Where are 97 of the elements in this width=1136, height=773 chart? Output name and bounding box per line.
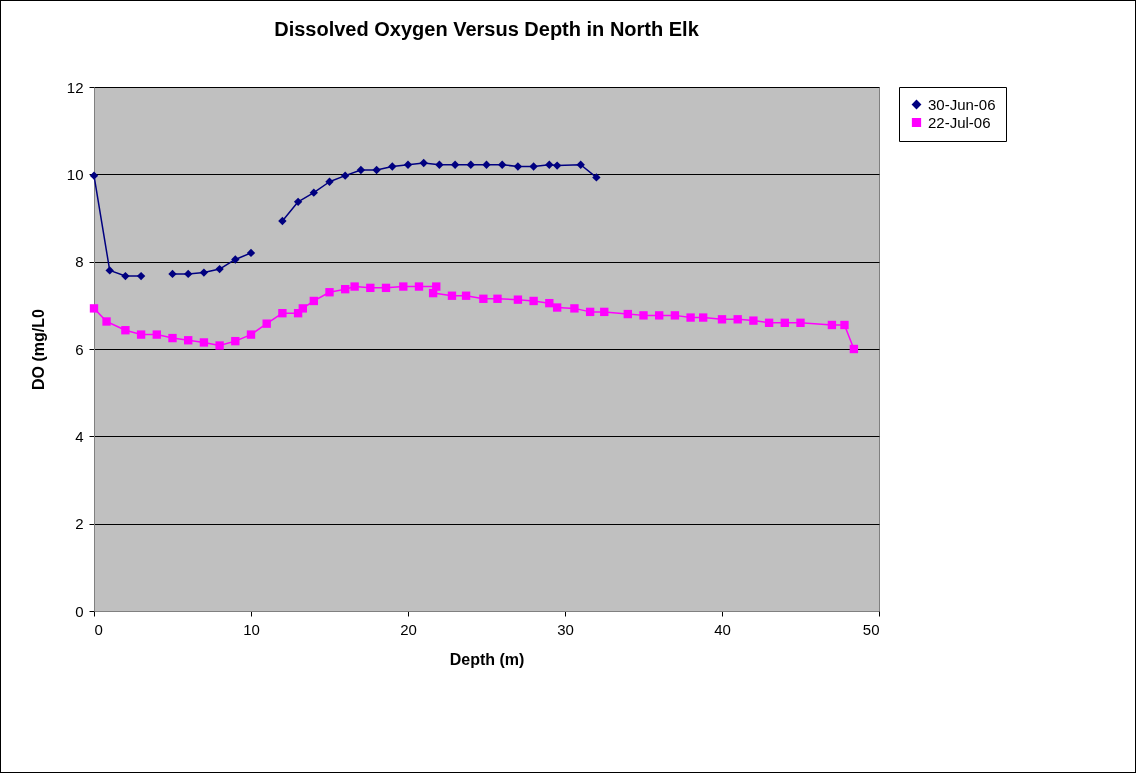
point: [529, 296, 538, 306]
point: [199, 338, 209, 347]
point: [419, 158, 428, 168]
point: [840, 320, 849, 330]
legend-label: 22-Jul-06: [928, 113, 991, 131]
point: [136, 330, 146, 339]
point: [231, 336, 240, 346]
point: [592, 173, 601, 182]
point: [428, 288, 438, 298]
point: [447, 291, 457, 300]
point: [184, 269, 193, 279]
point: [168, 333, 177, 343]
point: [576, 160, 585, 169]
point: [168, 269, 177, 279]
point: [733, 315, 742, 324]
point: [585, 307, 595, 317]
point: [246, 330, 256, 339]
point: [136, 271, 146, 281]
point: [184, 336, 193, 345]
point: [121, 271, 130, 281]
point: [278, 309, 287, 318]
point: [435, 160, 444, 169]
point: [545, 298, 554, 308]
x-tick-label: 40: [714, 620, 731, 638]
point: [152, 330, 161, 339]
point: [450, 160, 460, 169]
point: [479, 294, 488, 303]
point: [764, 318, 774, 327]
point: [570, 304, 579, 313]
point: [199, 268, 209, 277]
point: [600, 307, 609, 317]
point: [246, 248, 256, 258]
x-tick-label: 30: [557, 620, 574, 638]
point: [529, 162, 538, 171]
point: [655, 311, 664, 320]
point: [372, 165, 381, 175]
point: [262, 319, 271, 328]
point: [231, 255, 240, 264]
point: [309, 296, 318, 306]
x-tick-label: 20: [400, 620, 417, 638]
point: [350, 282, 359, 291]
y-tick-label: 2: [75, 515, 84, 533]
point: [545, 160, 554, 169]
point: [89, 304, 99, 313]
y-tick-label: 8: [75, 253, 84, 271]
point: [466, 160, 475, 169]
point: [278, 216, 287, 226]
point: [827, 320, 837, 330]
point: [749, 316, 758, 325]
point: [293, 197, 303, 207]
y-axis-title: DO (mg/L0: [29, 308, 47, 390]
point: [552, 303, 562, 312]
point: [105, 266, 114, 275]
point: [399, 282, 408, 291]
point: [717, 315, 727, 324]
point: [498, 160, 507, 169]
point: [698, 313, 708, 322]
point: [298, 304, 307, 313]
y-tick-label: 12: [66, 78, 84, 96]
point: [381, 283, 391, 293]
point: [639, 311, 648, 320]
point: [341, 284, 350, 294]
point: [849, 344, 859, 354]
x-tick-label: 10: [243, 620, 260, 638]
x-tick-label: 50: [862, 620, 880, 638]
point: [461, 291, 471, 300]
point: [493, 294, 502, 303]
point: [341, 171, 350, 180]
point: [325, 177, 334, 186]
chart-title: Dissolved Oxygen Versus Depth in North Elk: [274, 18, 700, 40]
point: [796, 318, 805, 327]
point: [388, 162, 397, 171]
point: [686, 313, 695, 322]
point: [215, 341, 224, 350]
point: [623, 309, 632, 319]
point: [325, 288, 334, 297]
y-tick-label: 0: [75, 602, 84, 620]
point: [309, 188, 318, 197]
y-tick-label: 10: [66, 165, 84, 183]
point: [670, 311, 680, 320]
y-tick-label: 6: [75, 340, 84, 358]
point: [356, 165, 366, 175]
y-tick-label: 4: [75, 427, 84, 445]
point: [482, 160, 491, 169]
point: [552, 161, 562, 170]
point: [513, 162, 523, 171]
point: [121, 326, 130, 335]
x-axis-title: Depth (m): [449, 650, 525, 668]
point: [403, 160, 413, 169]
x-tick-label: 0: [94, 620, 103, 638]
point: [215, 264, 224, 274]
point: [780, 318, 789, 327]
point: [414, 282, 424, 291]
point: [513, 295, 523, 304]
legend-label: 30-Jun-06: [928, 95, 996, 113]
point: [366, 283, 375, 293]
point: [102, 317, 111, 326]
